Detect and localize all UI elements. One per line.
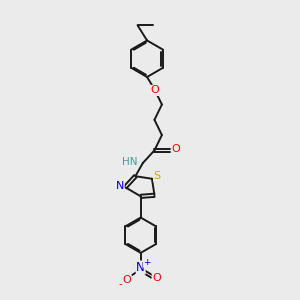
Text: N: N xyxy=(136,261,145,274)
Text: O: O xyxy=(152,273,161,283)
Text: S: S xyxy=(154,171,161,182)
Text: N: N xyxy=(116,181,124,191)
Text: -: - xyxy=(118,279,122,289)
Text: O: O xyxy=(172,144,181,154)
Text: O: O xyxy=(151,85,159,95)
Text: O: O xyxy=(122,275,131,285)
Text: +: + xyxy=(143,258,151,267)
Text: HN: HN xyxy=(122,157,137,166)
